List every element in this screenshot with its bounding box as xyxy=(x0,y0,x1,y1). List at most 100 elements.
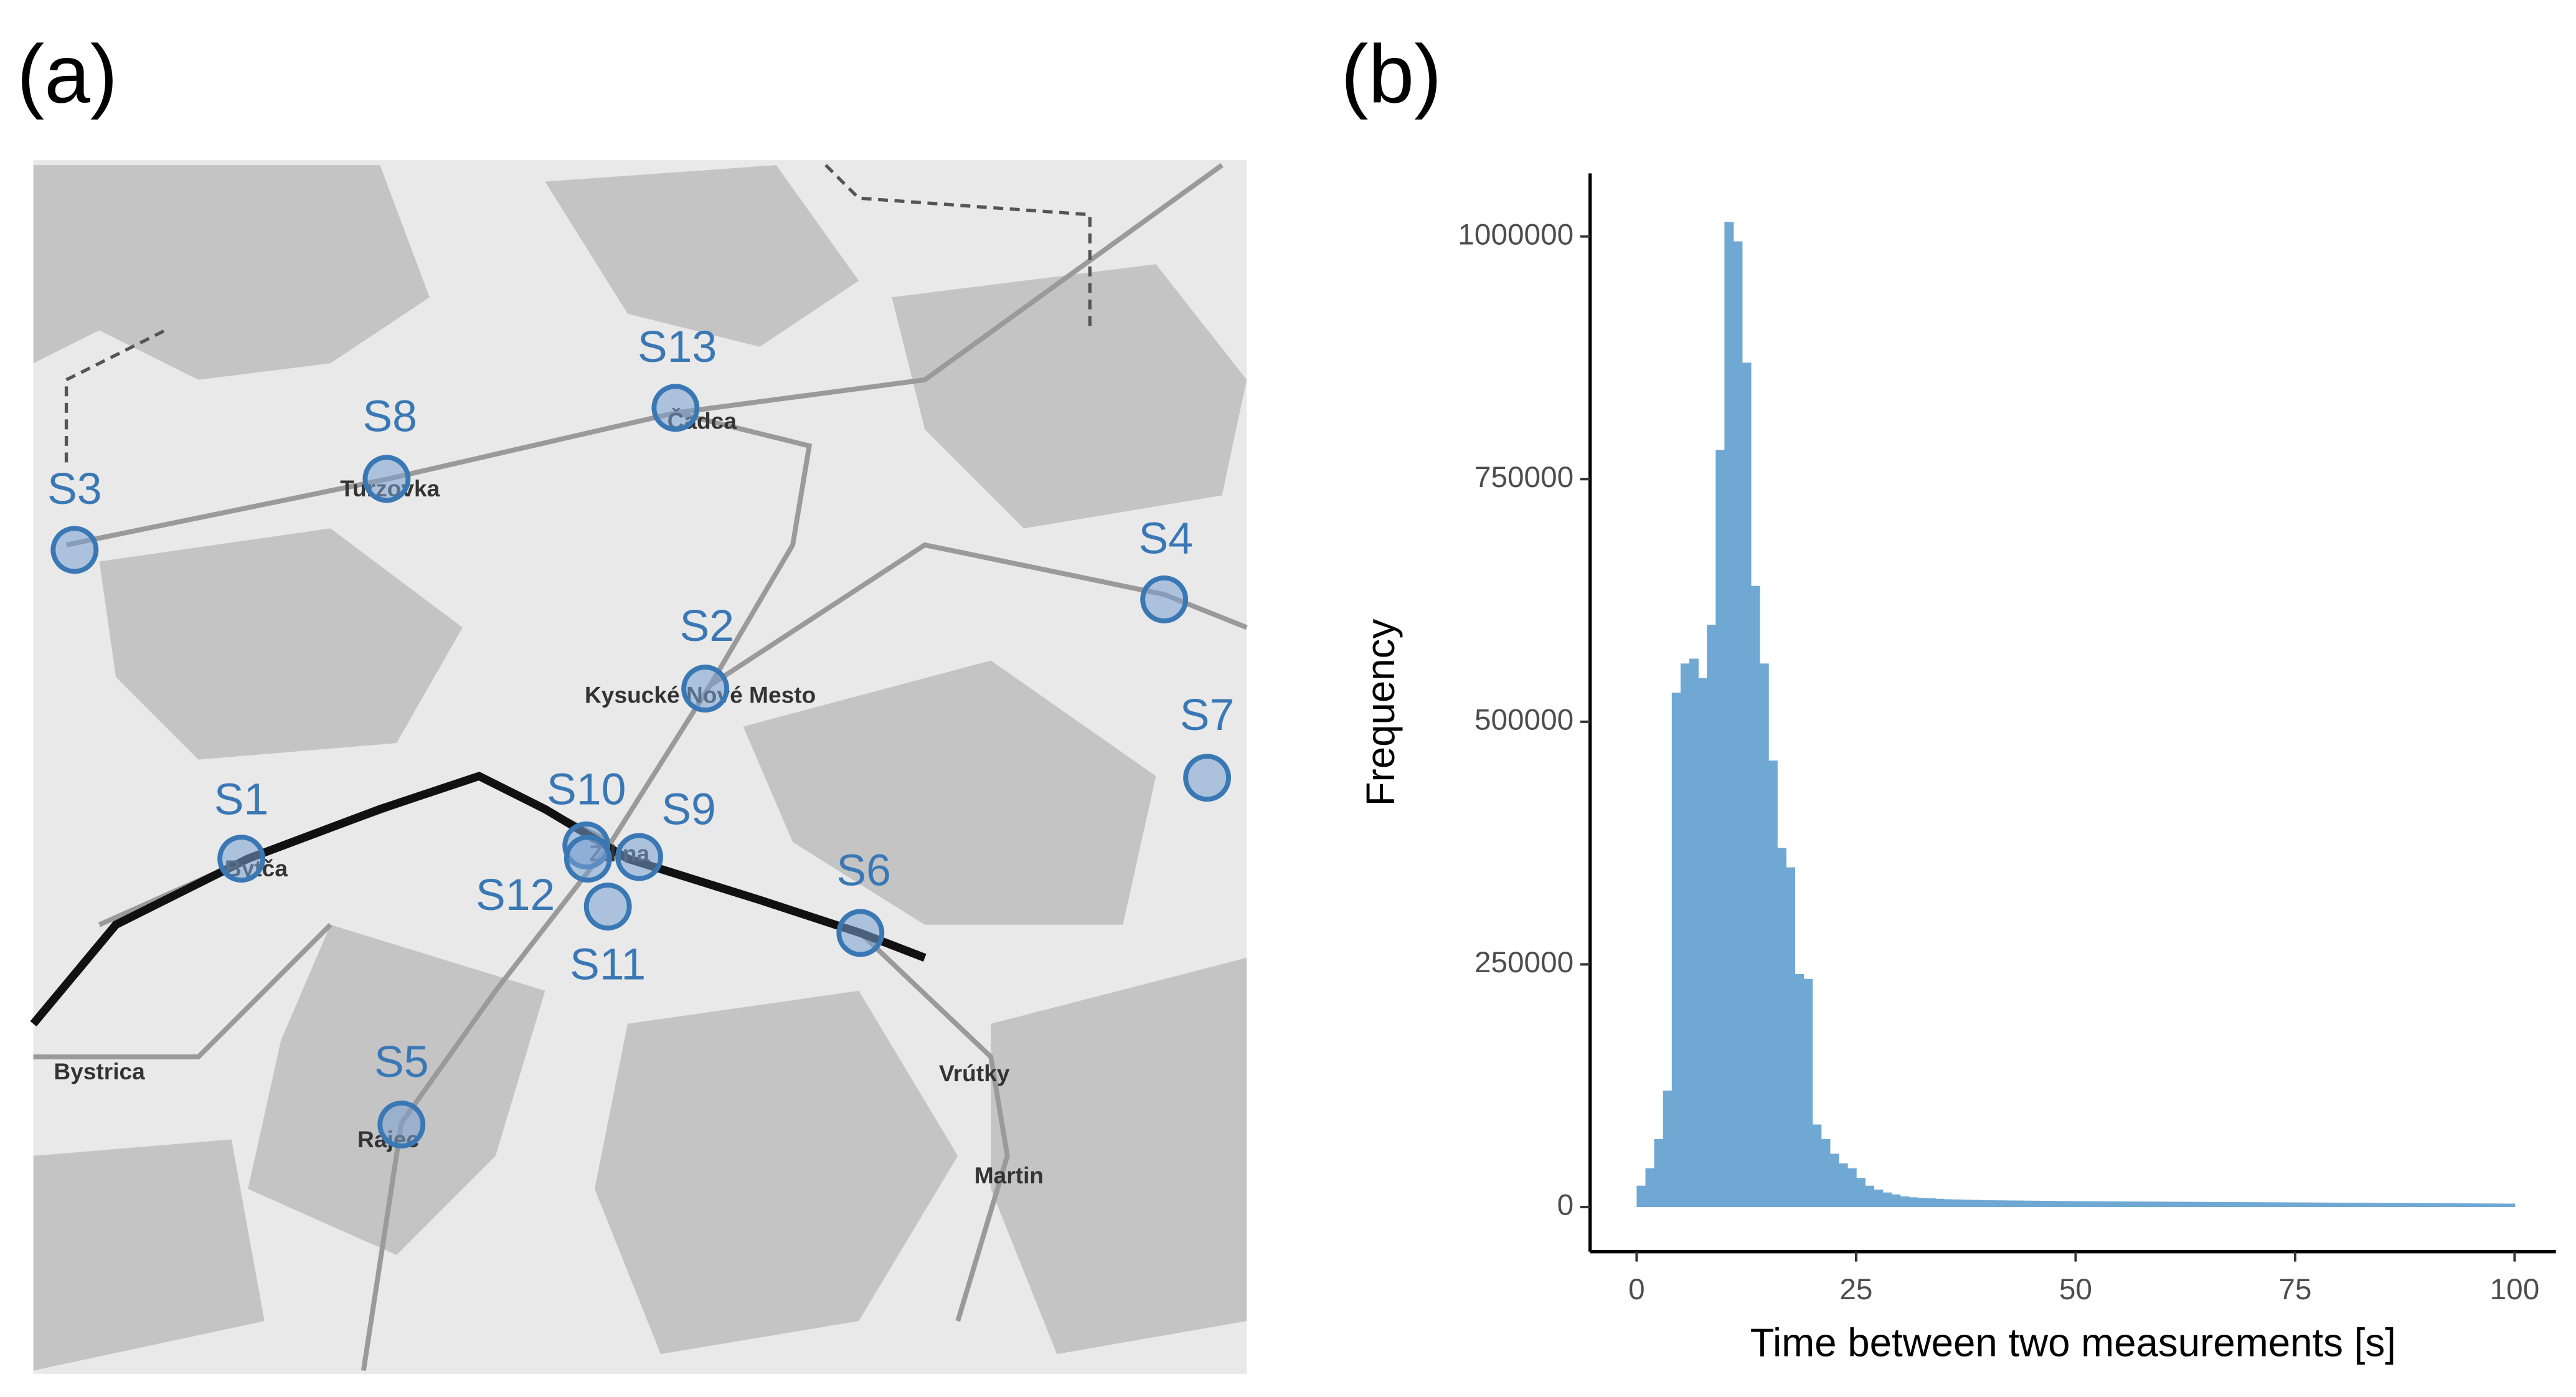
station-marker xyxy=(1140,575,1189,623)
x-tick-label: 75 xyxy=(2278,1273,2311,1306)
bar xyxy=(1733,241,1743,1208)
place-name: Martin xyxy=(974,1162,1044,1188)
station-label: S5 xyxy=(374,1037,429,1087)
bar xyxy=(1970,1200,1980,1208)
bar xyxy=(1777,848,1786,1208)
bar xyxy=(2506,1203,2516,1208)
station-marker xyxy=(1183,754,1232,802)
bar xyxy=(2497,1203,2507,1208)
bar xyxy=(1829,1153,1839,1208)
bar xyxy=(2207,1201,2217,1208)
bar xyxy=(2093,1201,2103,1208)
bar xyxy=(1900,1196,1910,1208)
bar xyxy=(2234,1202,2243,1208)
bar xyxy=(1786,867,1796,1208)
bar xyxy=(1838,1163,1848,1208)
station-marker xyxy=(651,384,700,432)
bar xyxy=(1865,1185,1874,1208)
panel-label: (a) xyxy=(17,28,118,120)
bar xyxy=(1856,1178,1866,1208)
bar xyxy=(1935,1198,1945,1208)
bar xyxy=(1795,974,1805,1208)
bar xyxy=(2225,1201,2235,1208)
bar xyxy=(1821,1139,1831,1208)
x-tick-label: 50 xyxy=(2059,1273,2092,1306)
bar xyxy=(1671,693,1681,1208)
bar xyxy=(2330,1202,2340,1208)
station-marker xyxy=(377,1101,426,1148)
bar xyxy=(2154,1201,2164,1208)
map: TurzovkaČadcaKysucké Nové MestoBytčaŽili… xyxy=(30,160,1248,1374)
bar xyxy=(1988,1200,1998,1208)
bar xyxy=(1917,1198,1927,1208)
bar xyxy=(2146,1201,2156,1208)
bar xyxy=(2435,1203,2445,1208)
bar xyxy=(2181,1201,2191,1208)
bar xyxy=(2198,1201,2208,1208)
bar xyxy=(1812,1124,1822,1208)
bar xyxy=(2058,1201,2068,1208)
bar xyxy=(2128,1201,2138,1208)
bar xyxy=(2339,1202,2349,1208)
bar xyxy=(2216,1201,2225,1208)
bar xyxy=(1680,663,1690,1208)
bar xyxy=(1926,1198,1936,1208)
bar xyxy=(2365,1203,2375,1208)
bar xyxy=(1943,1199,1953,1208)
bar xyxy=(1698,678,1708,1208)
bar xyxy=(2119,1201,2129,1208)
bar xyxy=(2470,1203,2480,1208)
bar xyxy=(1759,663,1769,1208)
bar xyxy=(2313,1202,2323,1208)
x-tick-label: 25 xyxy=(1839,1273,1872,1306)
bar xyxy=(1996,1200,2006,1208)
bar xyxy=(2049,1201,2059,1208)
y-tick-label: 750000 xyxy=(1474,461,1573,494)
bar xyxy=(1953,1199,1962,1208)
bar xyxy=(2260,1202,2270,1208)
station-marker xyxy=(583,883,632,931)
border xyxy=(64,164,1092,463)
bar xyxy=(2461,1203,2471,1208)
bar xyxy=(2110,1201,2120,1208)
bar xyxy=(1882,1192,1892,1208)
bar xyxy=(2304,1202,2313,1208)
station-marker xyxy=(50,526,99,574)
bar xyxy=(2409,1203,2419,1208)
station-label: S4 xyxy=(1139,514,1194,564)
station-marker xyxy=(564,835,612,883)
bar xyxy=(2041,1201,2050,1208)
bar xyxy=(2075,1201,2085,1208)
bar xyxy=(1750,585,1760,1208)
bar xyxy=(2277,1202,2287,1208)
panel-label: (b) xyxy=(1341,28,1441,120)
bar xyxy=(2295,1202,2305,1208)
bar xyxy=(2321,1202,2331,1208)
bar xyxy=(1874,1189,1884,1208)
bar xyxy=(2268,1202,2278,1208)
station-label: S1 xyxy=(214,774,269,824)
bar xyxy=(2067,1201,2077,1208)
station-label: S6 xyxy=(836,845,891,895)
bar xyxy=(2400,1203,2410,1208)
bar xyxy=(1891,1194,1901,1208)
bar xyxy=(2286,1202,2296,1208)
bar xyxy=(2242,1202,2252,1208)
station-label: S10 xyxy=(547,765,626,815)
y-axis-title: Frequency xyxy=(1359,619,1403,807)
bar xyxy=(2031,1200,2041,1208)
station-label: S7 xyxy=(1180,690,1235,740)
y-tick-label: 500000 xyxy=(1474,703,1573,736)
station-label: S13 xyxy=(638,322,717,372)
bar xyxy=(2479,1203,2489,1208)
bar xyxy=(1768,760,1778,1208)
station-label: S3 xyxy=(47,464,102,514)
bar xyxy=(2137,1201,2147,1208)
bar xyxy=(1724,222,1734,1208)
station-marker xyxy=(681,665,730,713)
y-tick-label: 1000000 xyxy=(1458,218,1573,251)
bar xyxy=(1803,978,1813,1208)
bar xyxy=(1654,1139,1664,1208)
place-name: Vrútky xyxy=(939,1060,1010,1086)
